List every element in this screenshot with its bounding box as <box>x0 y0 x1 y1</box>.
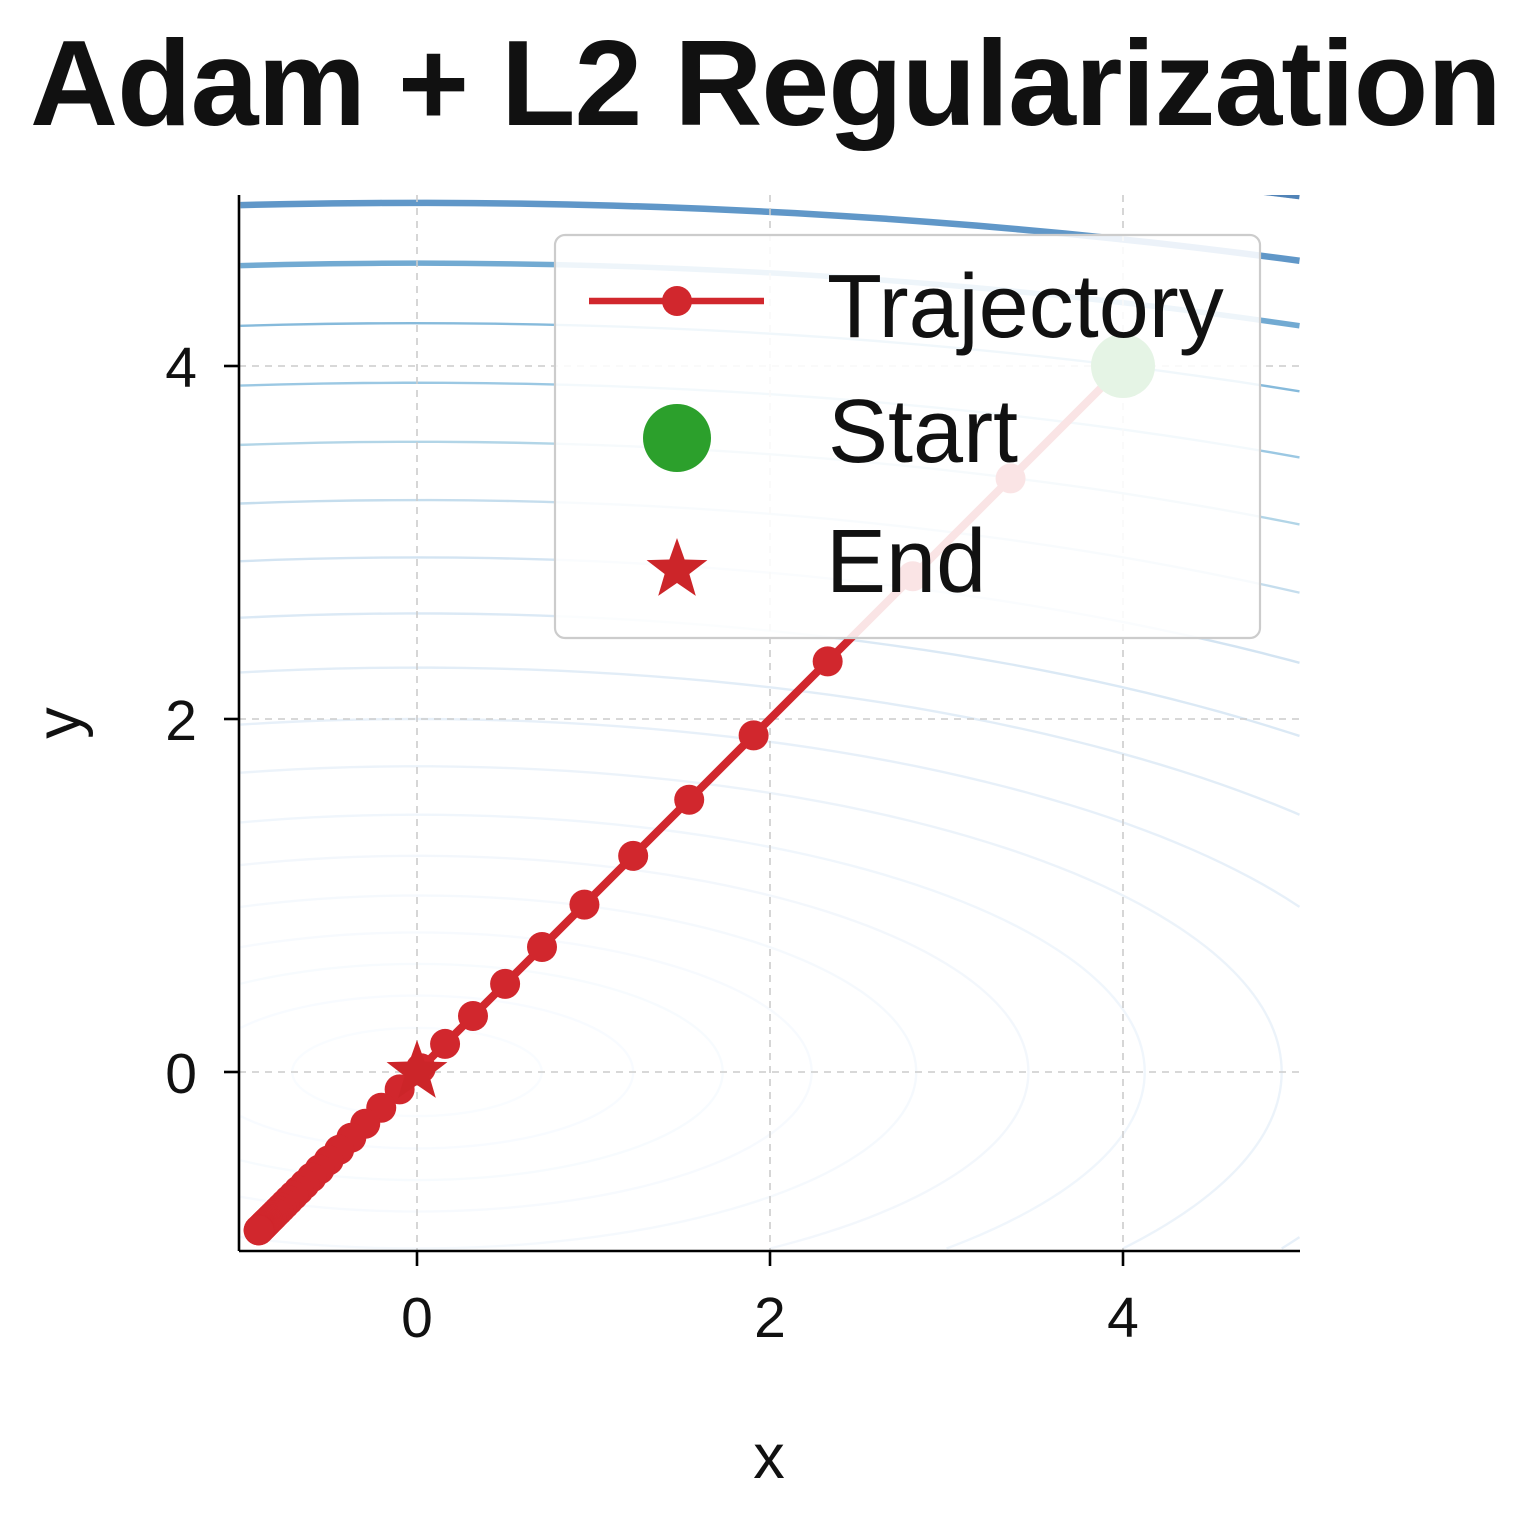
svg-text:End: End <box>826 512 986 612</box>
svg-text:2: 2 <box>165 689 197 753</box>
svg-text:y: y <box>24 707 94 739</box>
svg-text:Trajectory: Trajectory <box>827 257 1224 357</box>
svg-text:x: x <box>753 1422 785 1492</box>
svg-text:0: 0 <box>401 1286 433 1350</box>
svg-text:4: 4 <box>1107 1286 1139 1350</box>
svg-text:Start: Start <box>828 382 1018 482</box>
svg-text:4: 4 <box>165 336 197 400</box>
svg-text:2: 2 <box>754 1286 786 1350</box>
svg-text:0: 0 <box>165 1042 197 1106</box>
